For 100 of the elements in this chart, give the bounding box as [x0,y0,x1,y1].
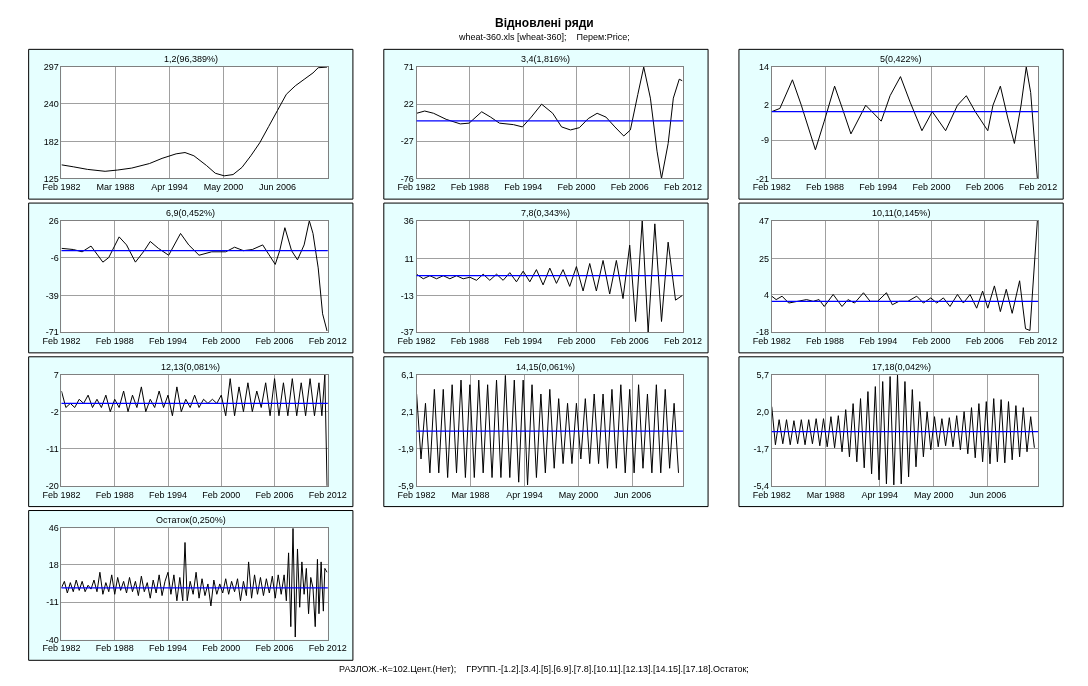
y-tick-label: -18 [755,327,769,338]
x-tick-label: Feb 1988 [95,335,134,346]
y-tick-label: 240 [43,99,59,110]
x-tick-label: Mar 1988 [806,489,845,500]
x-tick-label: Feb 2006 [255,643,294,654]
line-series [771,67,1038,179]
x-tick-label: Feb 1982 [397,489,436,500]
x-tick-label: Jun 2006 [969,489,1007,500]
line-series [416,220,683,333]
chart-title: 14,15(0,061%) [516,362,576,372]
y-tick-label: 71 [403,62,414,73]
x-tick-label: Feb 1982 [752,182,791,193]
x-tick-label: May 2000 [913,489,954,500]
x-tick-label: Feb 1982 [42,182,81,193]
chart-title: 7,8(0,343%) [521,208,571,218]
y-tick-label: 26 [48,215,59,226]
chart-title: 1,2(96,389%) [164,54,219,64]
x-tick-label: May 2000 [203,182,244,193]
line-series [416,67,683,179]
x-tick-label: Feb 2000 [912,335,951,346]
x-tick-label: Feb 1988 [450,182,489,193]
x-tick-label: Feb 1994 [149,335,188,346]
x-tick-label: Apr 1994 [861,489,898,500]
line-series [61,67,328,177]
chart-title: 10,11(0,145%) [872,208,931,218]
x-tick-label: Feb 2000 [202,643,241,654]
x-tick-label: Feb 2012 [308,489,347,500]
y-tick-label: -11 [46,597,59,608]
x-tick-label: Feb 1988 [806,335,845,346]
x-tick-label: Feb 2012 [308,335,347,346]
y-tick-label: 14 [758,62,769,73]
x-tick-label: Jun 2006 [258,182,297,193]
x-tick-label: Feb 2012 [1019,335,1058,346]
y-tick-label: 18 [48,559,59,570]
chart-title: 5(0,422%) [880,54,922,64]
y-tick-label: 182 [43,136,59,147]
y-tick-label: 25 [758,253,769,264]
line-series [771,220,1038,331]
y-tick-label: 7 [53,369,59,380]
x-tick-label: Feb 1994 [859,335,898,346]
x-tick-label: Mar 1988 [96,182,135,193]
y-tick-label: 125 [43,173,59,184]
y-tick-label: 2,1 [401,406,414,417]
text: Відновлені ряди [495,16,594,30]
x-tick-label: Feb 1988 [450,335,489,346]
chart-title: 17,18(0,042%) [872,362,932,372]
y-tick-label: -21 [755,173,769,184]
y-tick-label: -76 [400,173,414,184]
y-tick-label: -13 [400,290,414,301]
x-tick-label: Feb 1982 [42,489,81,500]
x-tick-label: Feb 1988 [95,489,134,500]
x-tick-label: Feb 2006 [965,335,1004,346]
x-tick-label: Feb 2012 [1019,182,1058,193]
y-tick-label: -2 [50,406,59,417]
y-tick-label: 6,1 [401,369,414,380]
x-tick-label: Feb 2012 [663,335,702,346]
x-tick-label: Feb 1994 [504,182,543,193]
x-tick-label: Feb 1988 [95,643,134,654]
y-tick-label: 47 [758,215,769,226]
chart-title: 3,4(1,816%) [521,54,571,64]
x-tick-label: Feb 2006 [965,182,1004,193]
y-tick-label: -1,7 [753,443,769,454]
x-tick-label: Feb 1982 [397,335,436,346]
x-tick-label: Feb 1994 [859,182,898,193]
x-tick-label: Feb 2000 [912,182,951,193]
y-tick-label: -71 [45,327,59,338]
y-tick-label: -6 [50,252,59,263]
y-tick-label: 2,0 [756,406,769,417]
x-tick-label: Feb 2000 [202,489,241,500]
y-tick-label: -1,9 [398,443,414,454]
y-tick-label: 297 [43,62,59,73]
text: РАЗЛОЖ.-К=102.Цент.(Нет); ГРУПП.-[1.2].[3.4].[5].[6.9].[7.8].[10.11].[12.13].[14.15].[17.18].Остаток; [339,664,749,674]
x-tick-label: Feb 2000 [557,182,596,193]
x-tick-label: May 2000 [558,489,599,500]
x-tick-label: Feb 1982 [42,335,81,346]
x-tick-label: Apr 1994 [151,182,188,193]
x-tick-label: Feb 2006 [255,335,294,346]
line-series [61,528,328,638]
x-tick-label: Feb 2000 [557,335,596,346]
x-tick-label: Feb 1982 [42,643,81,654]
y-tick-label: -11 [46,443,59,454]
x-tick-label: Feb 1994 [149,489,188,500]
y-tick-label: -20 [45,481,59,492]
x-tick-label: Jun 2006 [614,489,652,500]
x-tick-label: Feb 1982 [752,489,791,500]
x-tick-label: Feb 2000 [202,335,241,346]
y-tick-label: -27 [400,136,414,147]
line-series [771,374,1035,486]
x-tick-label: Mar 1988 [451,489,490,500]
chart-title: Остаток(0,250%) [156,515,226,525]
y-tick-label: -39 [45,290,59,301]
x-tick-label: Feb 1994 [504,335,543,346]
y-tick-label: 46 [48,523,59,534]
x-tick-label: Feb 2012 [663,182,702,193]
y-tick-label: 36 [403,215,414,226]
y-tick-label: -40 [45,634,59,645]
y-tick-label: 22 [403,99,414,110]
x-tick-label: Feb 1982 [397,182,436,193]
x-tick-label: Feb 2006 [610,182,649,193]
x-tick-label: Apr 1994 [506,489,543,500]
